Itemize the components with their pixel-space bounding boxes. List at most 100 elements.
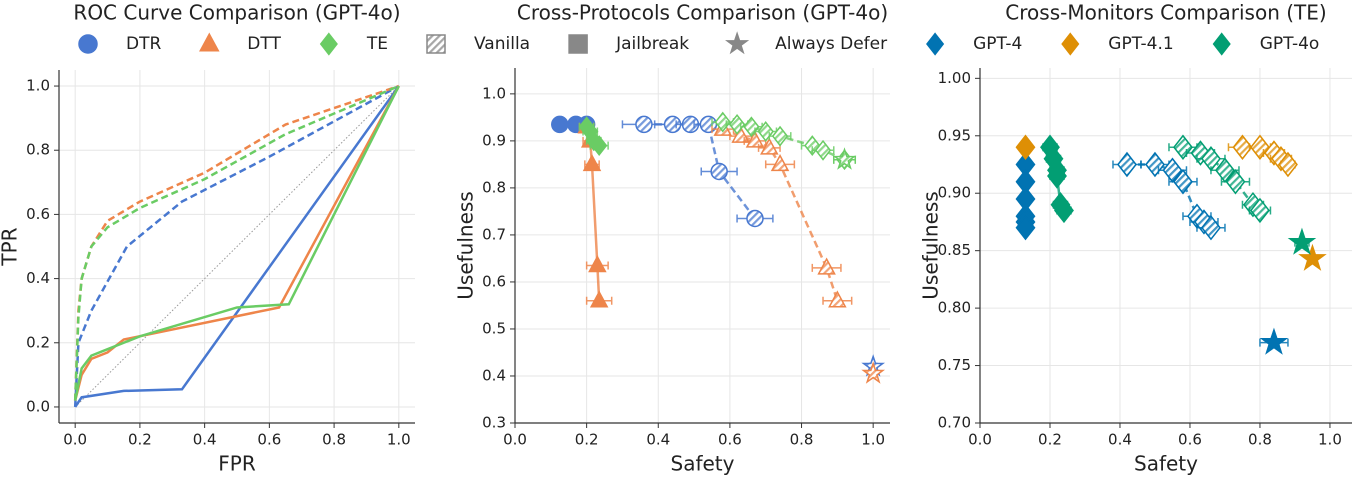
- y-tick-label: 1.0: [26, 77, 50, 95]
- point: [828, 290, 847, 308]
- point: [1201, 214, 1221, 241]
- y-axis-label: Usefulness: [919, 191, 943, 299]
- y-tick-label: 0.7: [482, 225, 506, 243]
- x-tick-label: 0.6: [257, 431, 281, 449]
- point: [1015, 214, 1036, 241]
- x-tick-label: 0.0: [503, 431, 527, 449]
- legend-marker: [78, 34, 98, 54]
- point: [1173, 134, 1193, 160]
- point: [589, 290, 609, 308]
- x-tick-label: 0.2: [128, 431, 152, 449]
- x-tick-label: 0.6: [1178, 431, 1202, 449]
- point: [728, 114, 746, 135]
- point: [591, 135, 608, 156]
- point: [1054, 197, 1074, 224]
- legend-label: GPT-4: [973, 34, 1022, 54]
- legend-marker: [319, 32, 338, 56]
- x-tick-label: 0.4: [1108, 431, 1132, 449]
- y-tick-label: 0.80: [938, 299, 971, 317]
- point: [757, 121, 774, 142]
- point: [710, 162, 728, 181]
- point: [814, 139, 832, 161]
- legend-label: TE: [366, 34, 388, 54]
- legend-label: DTT: [247, 34, 281, 54]
- y-tick-label: 0.9: [482, 131, 506, 149]
- point: [817, 257, 836, 275]
- reference-diagonal: [74, 85, 400, 408]
- roc-curve: [73, 84, 400, 401]
- legend-marker: [725, 31, 750, 55]
- legend-label: Always Defer: [775, 34, 887, 54]
- panel: Cross-Protocols Comparison (GPT-4o)0.0 0.…: [454, 1, 890, 476]
- x-tick-label: 1.0: [861, 431, 885, 449]
- panel-title: Cross-Protocols Comparison (GPT-4o): [517, 1, 888, 25]
- x-tick-label: 0.0: [63, 431, 87, 449]
- x-tick-label: 0.0: [968, 431, 992, 449]
- roc-curve: [74, 85, 400, 408]
- y-tick-label: 0.90: [938, 184, 971, 202]
- point: [804, 135, 821, 156]
- legend-marker: [568, 34, 588, 54]
- point: [771, 125, 789, 147]
- point: [1225, 169, 1246, 195]
- point: [1298, 243, 1327, 271]
- roc-curve: [73, 85, 400, 401]
- point: [746, 209, 764, 228]
- legend-marker: [926, 32, 945, 56]
- y-tick-label: 0.6: [26, 205, 50, 223]
- point: [1145, 151, 1165, 178]
- panel: Cross-Monitors Comparison (TE) 0.0 0.2 0.4 0…: [919, 1, 1352, 476]
- y-tick-label: 0.3: [482, 414, 506, 432]
- point: [588, 255, 607, 273]
- legend-marker: [426, 34, 446, 54]
- x-tick-label: 0.8: [790, 431, 814, 449]
- x-axis-label: Safety: [671, 452, 735, 476]
- legend-label: Vanilla: [474, 34, 530, 54]
- point: [699, 115, 718, 134]
- y-tick-label: 0.8: [26, 141, 50, 159]
- y-tick-label: 1.0: [482, 84, 506, 102]
- y-tick-label: 0.8: [482, 178, 506, 196]
- y-tick-label: 0.0: [26, 397, 50, 415]
- point: [861, 361, 886, 384]
- y-tick-label: 0.85: [938, 241, 971, 259]
- point: [760, 137, 779, 155]
- x-tick-label: 0.2: [1038, 431, 1062, 449]
- legend-marker: [1061, 32, 1080, 56]
- x-tick-label: 1.0: [387, 431, 411, 449]
- point: [635, 115, 653, 134]
- y-tick-label: 0.4: [26, 269, 50, 287]
- x-tick-label: 1.0: [1318, 431, 1342, 449]
- x-tick-label: 0.2: [575, 431, 599, 449]
- point: [770, 154, 790, 172]
- point: [1232, 134, 1253, 160]
- point: [832, 147, 857, 170]
- y-axis-label: TPR: [0, 227, 22, 266]
- x-tick-label: 0.8: [322, 431, 346, 449]
- legend-label: GPT-4.1: [1108, 34, 1173, 54]
- y-tick-label: 0.5: [482, 319, 506, 337]
- y-tick-label: 0.75: [938, 356, 971, 374]
- panel-title: ROC Curve Comparison (GPT-4o): [73, 1, 400, 25]
- point: [1047, 163, 1067, 189]
- point: [1173, 169, 1193, 195]
- y-tick-label: 0.95: [938, 126, 971, 144]
- point: [1287, 227, 1317, 255]
- legend-marker: [199, 32, 220, 52]
- legend-label: Jailbreak: [615, 34, 689, 54]
- point: [551, 115, 569, 134]
- point: [1015, 134, 1036, 160]
- y-tick-label: 0.6: [482, 272, 506, 290]
- x-tick-label: 0.4: [646, 431, 670, 449]
- point: [745, 130, 765, 148]
- x-axis-label: Safety: [1134, 452, 1198, 476]
- point: [1259, 327, 1289, 355]
- panel-title: Cross-Monitors Comparison (TE): [1005, 1, 1326, 25]
- y-tick-label: 0.2: [26, 333, 50, 351]
- point: [582, 154, 602, 172]
- panel: ROC Curve Comparison (GPT-4o) 0.0 0.2 0.4 0.…: [0, 1, 415, 476]
- legend-label: DTR: [126, 34, 161, 54]
- x-tick-label: 0.8: [1248, 431, 1272, 449]
